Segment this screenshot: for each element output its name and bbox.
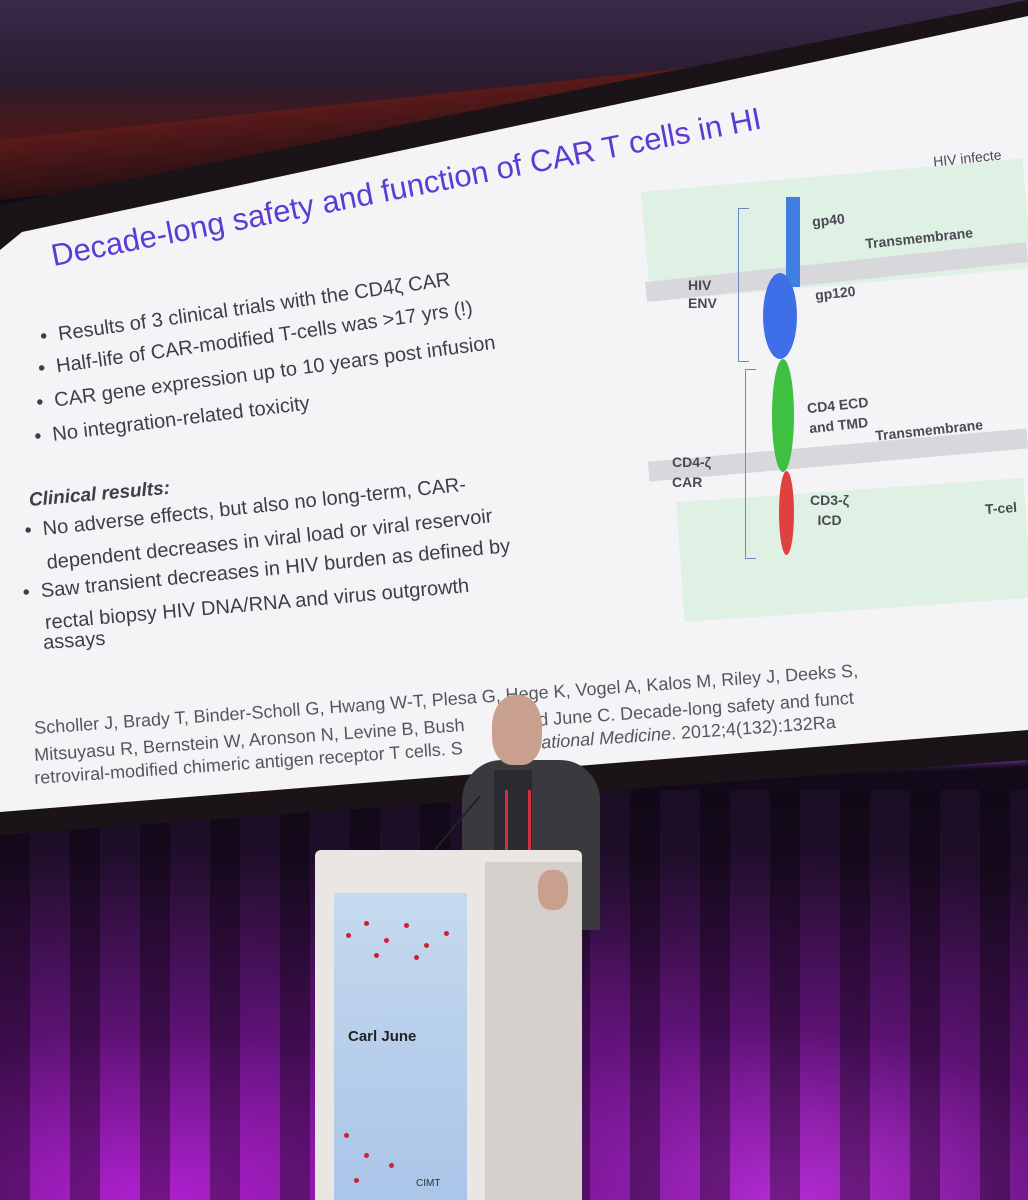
cd4-car-bracket <box>745 369 756 559</box>
label-line: ICD <box>817 512 842 528</box>
label-line: CD4 ECD <box>806 393 870 417</box>
gp40-shape <box>786 197 800 287</box>
gp120-shape <box>763 273 797 359</box>
speaker-name: Carl June <box>348 1028 417 1045</box>
speaker-hand <box>538 870 568 910</box>
label-line: CAR <box>672 474 703 490</box>
speaker-head <box>492 695 542 765</box>
clinical-line-5: assays <box>42 627 107 655</box>
label-line: ENV <box>688 295 717 311</box>
gp120-label: gp120 <box>814 282 857 304</box>
hiv-env-bracket <box>738 208 749 362</box>
cd3-shape <box>779 471 794 555</box>
cd4-ecd-label: CD4 ECD and TMD <box>806 392 871 438</box>
gp40-label: gp40 <box>811 210 846 230</box>
podium-screen <box>334 893 467 1200</box>
t-cell-label: T-cel <box>984 498 1018 518</box>
cd4-shape <box>772 359 794 472</box>
label-line: HIV <box>688 277 712 293</box>
t-cell-region <box>676 478 1028 622</box>
label-line: CD4-ζ <box>672 454 712 470</box>
cimt-logo: CIMT <box>416 1178 441 1189</box>
cd3-icd-label: CD3-ζ ICD <box>810 490 849 530</box>
lanyard <box>505 790 531 870</box>
hiv-env-label: HIV ENV <box>688 276 717 312</box>
cd4-car-label: CD4-ζ CAR <box>672 452 711 492</box>
label-line: and TMD <box>808 414 869 437</box>
label-line: CD3-ζ <box>810 492 850 508</box>
podium-side <box>485 862 582 1200</box>
